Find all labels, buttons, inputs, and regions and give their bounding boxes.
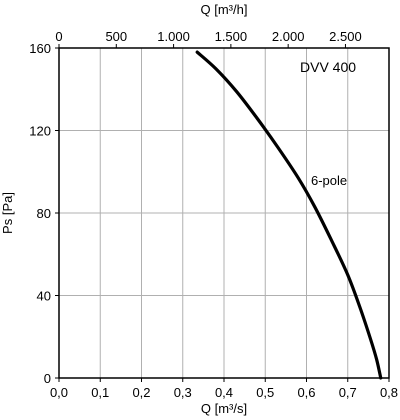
y-tick-label: 160 <box>29 41 51 56</box>
series-annotation: 6-pole <box>311 173 347 188</box>
x-tick-label: 0,1 <box>91 385 109 400</box>
x-tick-label: 0,2 <box>132 385 150 400</box>
x2-axis-title: Q [m³/h] <box>201 2 248 17</box>
x-tick-label: 0,4 <box>215 385 233 400</box>
series <box>195 50 383 380</box>
x2-tick-label: 0 <box>55 29 62 44</box>
series-line-6-pole <box>195 50 383 380</box>
x2-tick-label: 1.500 <box>215 29 248 44</box>
y-tick-label: 0 <box>44 371 51 386</box>
ticks: 0,0 0,1 0,2 0,3 0,4 0,5 0,6 0,7 0,8 0 40 80 120 160 0 5… <box>29 29 398 400</box>
x-tick-label: 0,0 <box>50 385 68 400</box>
x-tick-label: 0,3 <box>174 385 192 400</box>
y-tick-label: 120 <box>29 124 51 139</box>
x-tick-label: 0,7 <box>339 385 357 400</box>
y-axis-title: Ps [Pa] <box>0 192 15 234</box>
x-tick-label: 0,6 <box>297 385 315 400</box>
chart-title: DVV 400 <box>300 59 356 75</box>
y-tick-label: 80 <box>37 206 51 221</box>
x2-tick-label: 1.000 <box>157 29 190 44</box>
grid <box>59 48 389 378</box>
x-tick-label: 0,8 <box>380 385 398 400</box>
x2-tick-label: 500 <box>105 29 127 44</box>
x-tick-label: 0,5 <box>256 385 274 400</box>
y-tick-label: 40 <box>37 289 51 304</box>
x-axis-title: Q [m³/s] <box>201 401 247 416</box>
x2-tick-label: 2.500 <box>329 29 362 44</box>
x2-tick-label: 2.000 <box>272 29 305 44</box>
